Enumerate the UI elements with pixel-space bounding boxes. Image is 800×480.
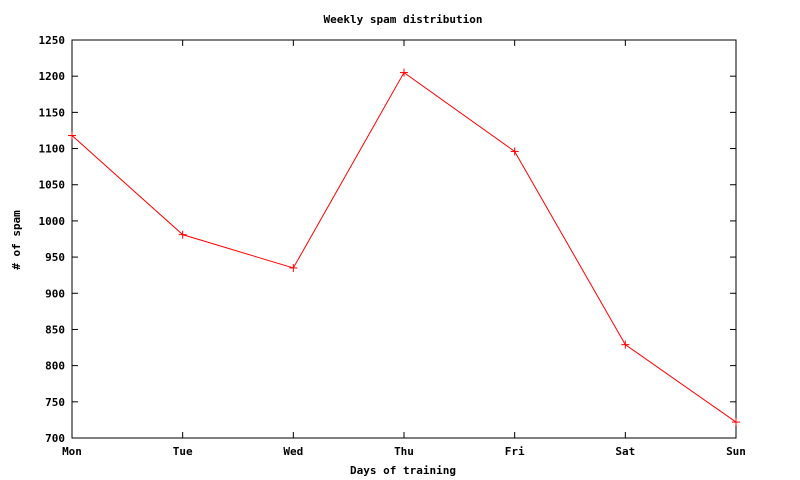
x-tick-label: Tue <box>173 445 193 458</box>
y-tick-label: 1000 <box>39 215 66 228</box>
data-point <box>68 131 76 140</box>
x-tick-label: Mon <box>62 445 82 458</box>
y-tick-label: 700 <box>45 432 65 445</box>
y-tick-label: 1200 <box>39 70 66 83</box>
y-tick-label: 850 <box>45 323 65 336</box>
data-point <box>732 418 740 427</box>
x-tick-label: Sun <box>726 445 746 458</box>
x-tick-label: Wed <box>283 445 303 458</box>
y-tick-label: 1150 <box>39 106 66 119</box>
y-tick-label: 1050 <box>39 179 66 192</box>
x-tick-label: Fri <box>505 445 525 458</box>
y-tick-label: 750 <box>45 396 65 409</box>
y-tick-label: 950 <box>45 251 65 264</box>
y-tick-label: 800 <box>45 360 65 373</box>
data-point <box>510 147 519 156</box>
y-tick-label: 900 <box>45 287 65 300</box>
data-point <box>289 263 298 272</box>
y-axis: 700 750 800 850 900 950 1000 1050 1100 1150 1200 12… <box>39 34 736 445</box>
y-tick-label: 1100 <box>39 143 66 156</box>
chart-title: Weekly spam distribution <box>324 13 483 26</box>
plot-frame <box>71 39 737 439</box>
data-point <box>400 68 408 77</box>
x-axis: Mon Tue Wed Thu Fri Sat Sun <box>62 40 746 458</box>
x-axis-label: Days of training <box>350 464 456 477</box>
x-tick-label: Sat <box>615 445 635 458</box>
x-tick-label: Thu <box>394 445 414 458</box>
series-layer <box>68 68 740 427</box>
y-tick-label: 1250 <box>39 34 66 47</box>
data-point <box>621 340 630 349</box>
y-axis-label: # of spam <box>10 210 23 270</box>
data-point <box>178 230 187 239</box>
series-line <box>71 71 737 423</box>
